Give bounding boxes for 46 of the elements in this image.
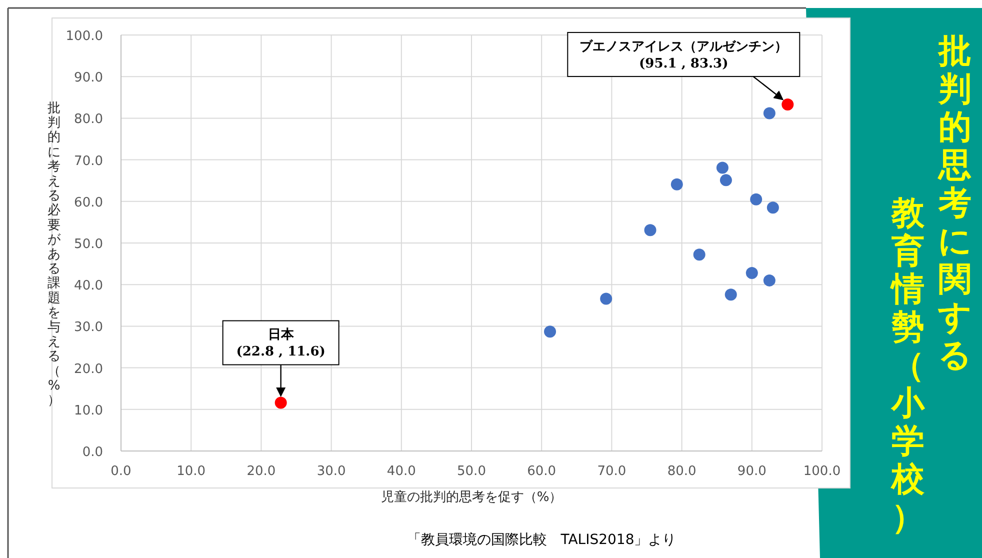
point [544,326,556,338]
point [746,266,758,279]
x-tick-label: 50.0 [457,464,486,479]
point [763,107,776,120]
x-tick-label: 10.0 [176,464,206,479]
y-tick-label: 20.0 [74,362,103,377]
x-tick-label: 20.0 [246,464,276,479]
point [600,292,612,305]
point [716,162,728,174]
point [763,274,776,286]
y-tick-label: 10.0 [74,403,103,418]
y-tick-label: 30.0 [74,320,103,336]
y-tick-label: 50.0 [74,237,103,252]
chart-title: 批判的思考に関する [938,31,972,374]
x-tick-label: 90.0 [737,464,766,479]
x-tick-label: 80.0 [667,464,696,479]
x-tick-label: 100.0 [803,464,841,479]
y-tick-label: 100.0 [66,29,103,44]
x-tick-label: 40.0 [386,464,416,479]
annotation-callout: ブエノスアイレス（アルゼンチン） (95.1 , 83.3) [567,32,800,100]
point [274,396,287,409]
x-tick-label: 70.0 [597,464,626,479]
point [766,202,779,214]
point [644,224,656,236]
point [750,193,762,206]
annotation: 日本 (22.8 , 11.6) [236,328,326,360]
text: 批判的に考える必要がある課題を与える（%） [48,101,60,408]
point [782,98,794,110]
point [670,178,683,190]
x-tick-label: 30.0 [316,464,346,479]
x-axis-title: 児童の批判的思考を促す（%） [380,489,562,505]
y-tick-label: 0.0 [82,445,103,460]
point [720,174,732,186]
y-tick-label: 80.0 [74,112,103,128]
y-tick-label: 60.0 [74,195,103,210]
y-tick-label: 70.0 [74,154,103,169]
text: 教育情勢（小学校） [892,193,924,536]
x-tick-label: 60.0 [527,464,556,479]
annotation-callout: 日本 (22.8 , 11.6) [222,320,340,397]
y-tick-label: 40.0 [74,278,103,294]
point [724,288,737,301]
y-tick-label: 90.0 [74,70,103,86]
text: 「教員環境の国際比較 TALIS2018」より [406,532,676,548]
point [693,248,706,261]
x-tick-label: 0.0 [110,464,132,479]
annotation: ブエノスアイレス（アルゼンチン） (95.1 , 83.3) [580,38,788,72]
